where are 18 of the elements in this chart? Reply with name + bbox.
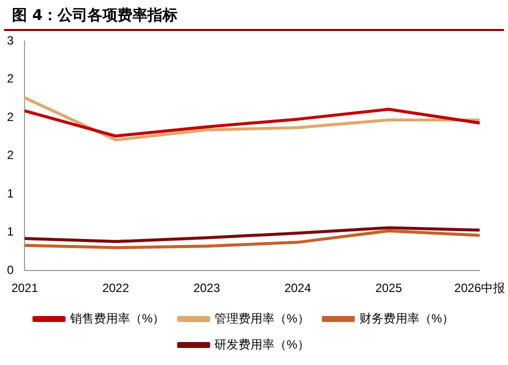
legend-label: 管理费用率（%） — [214, 311, 310, 326]
y-tick-label: 0 — [6, 262, 14, 277]
x-tick-label: 2023 — [193, 281, 220, 296]
x-tick-label: 2021 — [11, 281, 38, 296]
legend-label: 销售费用率（%） — [68, 311, 165, 326]
x-tick-label: 2026中报 — [454, 281, 506, 296]
y-tick-label: 1 — [6, 224, 14, 239]
legend-label: 财务费用率（%） — [359, 311, 454, 326]
x-tick-label: 2024 — [284, 281, 312, 296]
x-tick-label: 2022 — [102, 281, 130, 296]
x-tick-label: 2025 — [375, 281, 402, 296]
chart-title: 图 4：公司各项费率指标 — [4, 0, 504, 31]
y-tick-label: 2 — [6, 110, 14, 124]
y-tick-label: 1 — [6, 186, 14, 200]
y-tick-label: 2 — [6, 72, 14, 86]
y-tick-label: 2 — [6, 148, 14, 162]
legend-label: 研发费用率（%） — [214, 337, 310, 352]
y-tick-label: 3 — [6, 34, 14, 48]
